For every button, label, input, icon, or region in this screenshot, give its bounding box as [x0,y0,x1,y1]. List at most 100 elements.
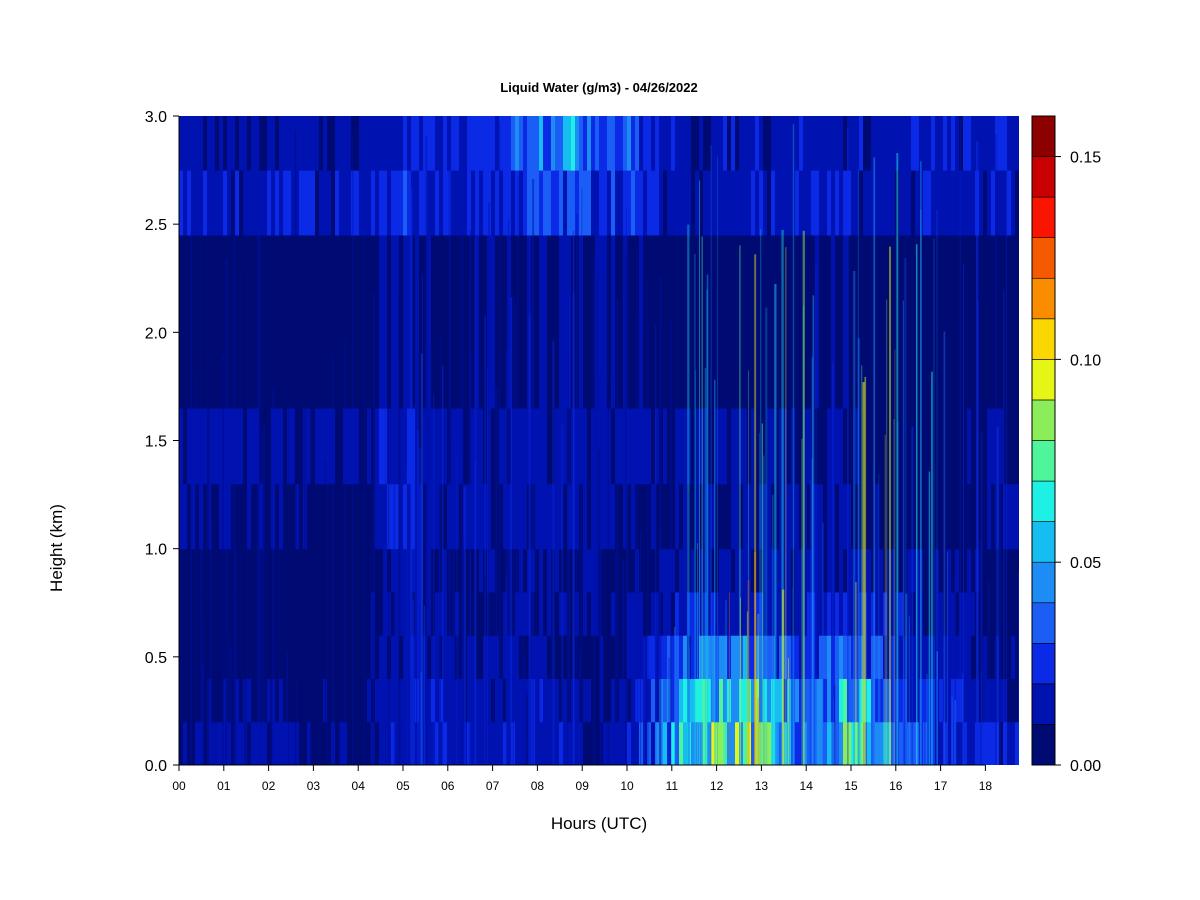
heatmap-cell [367,678,372,723]
heatmap-cell [551,116,556,171]
colorbar-swatch [1031,521,1056,563]
heatmap-streak [792,124,795,765]
heatmap-streak [406,466,408,765]
heatmap-cell [667,408,672,485]
heatmap-cell [383,678,388,723]
heatmap-cell [195,170,200,236]
heatmap-cell [603,721,608,765]
heatmap-cell [659,548,664,593]
heatmap-cell [991,721,996,765]
heatmap-cell [731,483,736,550]
heatmap-cell [775,548,780,593]
heatmap-cell [239,116,244,171]
heatmap-cell [731,408,736,485]
heatmap-cell [203,635,208,679]
heatmap-cell [723,548,728,593]
y-tick-label: 1.0 [145,542,167,559]
heatmap-cell [363,170,368,236]
heatmap-streak [674,626,676,765]
heatmap-cell [639,234,644,409]
heatmap-cell [251,116,256,171]
heatmap-cell [435,408,440,485]
heatmap-cell [195,483,200,550]
heatmap-cell [351,116,356,171]
heatmap-cell [711,116,716,171]
heatmap-cell [943,591,948,636]
heatmap-cell [703,721,708,765]
heatmap-cell [947,678,952,723]
heatmap-cell [339,678,344,723]
heatmap-cell [615,483,620,550]
heatmap-cell [659,170,664,236]
heatmap-cell [951,721,956,765]
heatmap-cell [431,635,436,679]
heatmap-cell [623,408,628,485]
heatmap-cell [979,234,984,409]
heatmap-cell [375,635,380,679]
heatmap-cell [891,408,896,485]
heatmap-cell [635,678,640,723]
heatmap-cell [515,678,520,723]
heatmap-cell [663,548,668,593]
heatmap-streak [902,300,905,765]
heatmap-streak [201,664,204,765]
heatmap-cell [447,721,452,765]
heatmap-cell [547,591,552,636]
heatmap-cell [743,234,748,409]
heatmap-cell [495,408,500,485]
heatmap-streak [601,694,603,765]
heatmap-cell [411,116,416,171]
heatmap-cell [939,678,944,723]
heatmap-cell [295,170,300,236]
heatmap-cell [271,548,276,593]
heatmap-cell [391,234,396,409]
heatmap-streak [416,400,418,765]
heatmap-cell [963,678,968,723]
heatmap-cell [763,548,768,593]
heatmap-cell [815,678,820,723]
heatmap-streak [920,209,922,765]
heatmap-cell [983,591,988,636]
heatmap-cell [699,635,704,679]
heatmap-cell [771,721,776,765]
heatmap-cell [627,408,632,485]
heatmap-cell [671,548,676,593]
heatmap-cell [895,483,900,550]
heatmap-cell [651,548,656,593]
heatmap-streak [878,636,881,765]
heatmap-streak [200,431,203,765]
heatmap-cell [379,591,384,636]
heatmap-streak [210,520,213,765]
heatmap-cell [947,116,952,171]
heatmap-cell [951,591,956,636]
heatmap-cell [635,408,640,485]
heatmap-cell [923,591,928,636]
heatmap-cell [883,635,888,679]
heatmap-cell [519,678,524,723]
heatmap-cell [215,408,220,485]
heatmap-streak [627,203,629,765]
heatmap-cell [959,721,964,765]
heatmap-cell [683,548,688,593]
heatmap-cell [931,234,936,409]
heatmap-cell [671,170,676,236]
colorbar-swatch [1031,724,1056,766]
heatmap-streak [572,291,575,765]
heatmap-cell [251,721,256,765]
heatmap-cell [407,721,412,765]
heatmap-cell [1011,170,1016,236]
heatmap-cell [703,116,708,171]
heatmap-cell [195,548,200,593]
heatmap-cell [383,721,388,765]
heatmap-cell [495,678,500,723]
heatmap-cell [883,483,888,550]
heatmap-cell [559,483,564,550]
heatmap-cell [691,678,696,723]
heatmap-cell [811,116,816,171]
heatmap-cell [239,170,244,236]
heatmap-cell [459,548,464,593]
heatmap-cell [939,170,944,236]
heatmap-cell [911,408,916,485]
heatmap-streak [247,264,249,765]
heatmap-cell [939,548,944,593]
